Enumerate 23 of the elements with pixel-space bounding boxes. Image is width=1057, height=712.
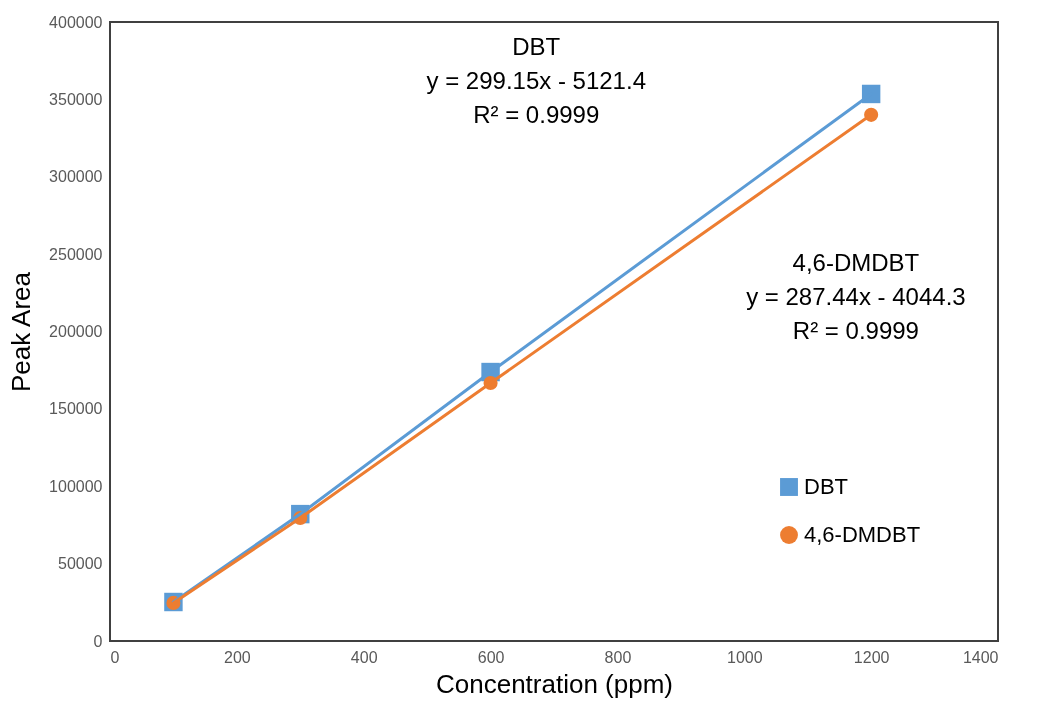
x-tick-label: 400: [350, 648, 378, 666]
y-tick-label: 0: [93, 632, 103, 650]
y-tick-label: 100000: [49, 477, 103, 495]
y-tick-label: 50000: [58, 555, 103, 573]
y-tick-label: 300000: [49, 168, 103, 186]
y-tick-label: 200000: [49, 323, 103, 340]
x-tick-label: 1200: [853, 648, 890, 666]
x-tick-label: 0: [110, 648, 120, 666]
annotation: 4,6-DMDBT y = 287.44x - 4044.3 R² = 0.9999: [746, 249, 966, 344]
x-axis-title: Concentration (ppm): [436, 668, 673, 699]
y-tick-label: 350000: [49, 90, 103, 108]
y-tick-label: 150000: [49, 400, 103, 418]
x-tick-label: 800: [604, 648, 632, 666]
y-tick-label: 400000: [49, 13, 103, 31]
x-tick-label: 200: [224, 648, 251, 666]
x-tick-label: 600: [477, 648, 505, 666]
annotation: DBT y = 299.15x - 5121.4 R² = 0.9999: [426, 33, 646, 128]
legend-label: 4,6-DMDBT: [804, 522, 921, 547]
y-tick-label: 250000: [49, 245, 103, 263]
x-tick-label: 1000: [726, 648, 763, 666]
legend-label: DBT: [804, 474, 848, 499]
x-tick-label: 1400: [962, 648, 999, 666]
y-axis-title: Peak Area: [6, 271, 37, 392]
